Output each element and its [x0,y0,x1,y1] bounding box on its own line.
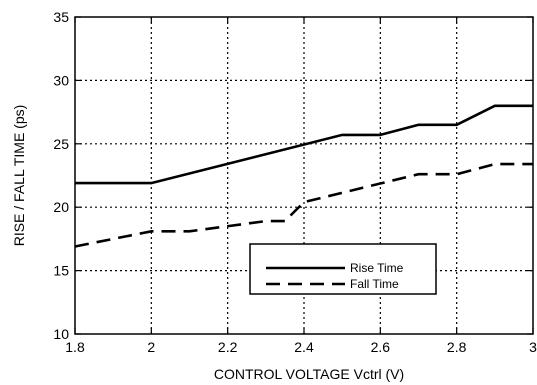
series-lines [74,104,533,248]
tick-labels: 1.8 2 2.2 2.4 2.6 2.8 3 10 15 20 25 30 35 [53,9,537,355]
legend-label-fall-time: Fall Time [350,277,399,291]
x-tick-label: 2 [147,339,155,355]
x-tick-label: 2.8 [447,339,467,355]
y-tick-label: 30 [53,72,69,88]
legend: Rise Time Fall Time [249,243,437,295]
x-tick-label: 2.4 [294,339,314,355]
x-tick-label: 2.2 [218,339,238,355]
x-axis-label: CONTROL VOLTAGE Vctrl (V) [214,366,404,382]
y-tick-label: 15 [53,263,69,279]
series-line-fall-time [74,162,533,248]
x-tick-label: 3 [529,339,537,355]
x-tick-label: 1.8 [65,339,85,355]
y-tick-label: 35 [53,9,69,25]
tick-marks [74,16,534,335]
grid-lines [75,17,533,334]
series-line-rise-time [75,104,533,185]
y-tick-label: 20 [53,199,69,215]
y-axis-label: RISE / FALL TIME (ps) [11,105,27,247]
y-tick-label: 10 [53,326,69,342]
x-tick-label: 2.6 [371,339,391,355]
y-tick-label: 25 [53,136,69,152]
legend-label-rise-time: Rise Time [350,261,404,275]
